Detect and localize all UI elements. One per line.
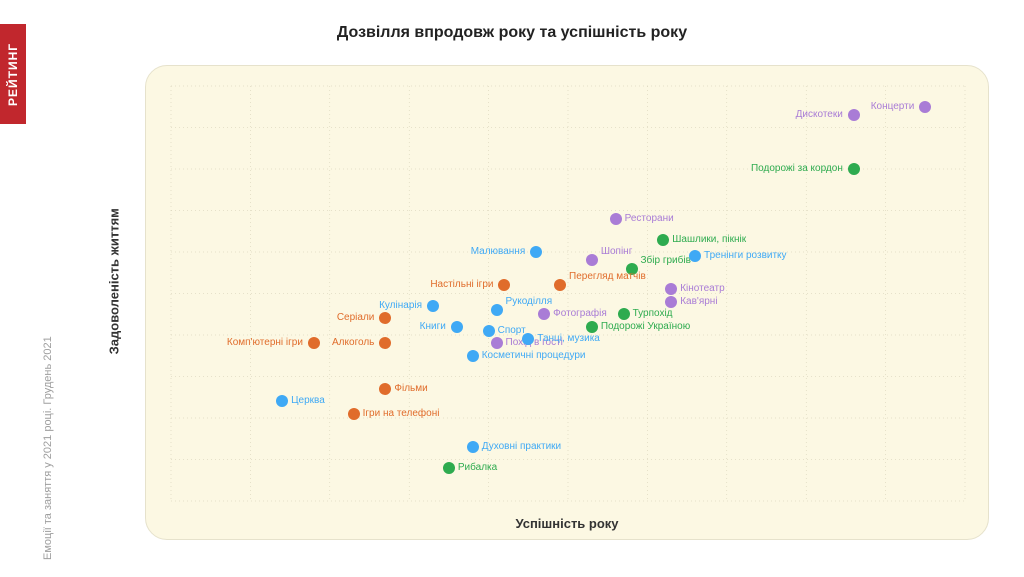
point-label: Серіали bbox=[337, 313, 375, 323]
scatter-point bbox=[443, 462, 455, 474]
scatter-point bbox=[491, 337, 503, 349]
scatter-point bbox=[498, 279, 510, 291]
point-label: Шашлики, пікнік bbox=[672, 235, 746, 245]
scatter-point bbox=[618, 308, 630, 320]
scatter-point bbox=[530, 246, 542, 258]
point-label: Тренінги розвитку bbox=[704, 251, 787, 261]
scatter-point bbox=[379, 312, 391, 324]
scatter-point bbox=[665, 296, 677, 308]
scatter-point bbox=[665, 283, 677, 295]
scatter-point bbox=[276, 395, 288, 407]
point-label: Концерти bbox=[871, 102, 915, 112]
point-label: Комп'ютерні ігри bbox=[227, 338, 303, 348]
point-label: Настільні ігри bbox=[430, 280, 493, 290]
scatter-point bbox=[848, 109, 860, 121]
y-axis-label: Задоволеність життям bbox=[107, 208, 122, 354]
scatter-point bbox=[379, 337, 391, 349]
scatter-plot: Задоволеність життям Успішність року Кон… bbox=[145, 65, 989, 540]
point-label: Духовні практики bbox=[482, 442, 561, 452]
scatter-point bbox=[427, 300, 439, 312]
point-label: Турпохід bbox=[633, 309, 673, 319]
point-label: Подорожі за кордон bbox=[751, 164, 843, 174]
scatter-point bbox=[610, 213, 622, 225]
point-label: Алкоголь bbox=[332, 338, 374, 348]
point-label: Фільми bbox=[394, 384, 427, 394]
point-label: Спорт bbox=[498, 326, 526, 336]
x-axis-label: Успішність року bbox=[146, 516, 988, 531]
point-label: Малювання bbox=[471, 247, 526, 257]
point-label: Фотографія bbox=[553, 309, 607, 319]
point-label: Дискотеки bbox=[796, 110, 843, 120]
scatter-point bbox=[538, 308, 550, 320]
point-label: Кулінарія bbox=[379, 301, 422, 311]
scatter-point bbox=[483, 325, 495, 337]
point-label: Танці, музика bbox=[537, 334, 600, 344]
point-label: Подорожі Україною bbox=[601, 322, 690, 332]
chart-title: Дозвілля впродовж року та успішність рок… bbox=[0, 24, 1024, 42]
scatter-point bbox=[919, 101, 931, 113]
scatter-point bbox=[554, 279, 566, 291]
point-label: Церква bbox=[291, 396, 325, 406]
footer-caption: Емоції та заняття у 2021 році. Грудень 2… bbox=[42, 336, 54, 560]
scatter-point bbox=[657, 234, 669, 246]
point-label: Ресторани bbox=[625, 214, 674, 224]
point-label: Книги bbox=[420, 322, 446, 332]
point-label: Збір грибів bbox=[641, 256, 691, 266]
scatter-point bbox=[491, 304, 503, 316]
scatter-point bbox=[586, 321, 598, 333]
point-label: Ігри на телефоні bbox=[363, 409, 440, 419]
point-label: Косметичні процедури bbox=[482, 351, 586, 361]
scatter-point bbox=[689, 250, 701, 262]
point-label: Шопінг bbox=[601, 247, 633, 257]
point-label: Кінотеатр bbox=[680, 284, 724, 294]
scatter-point bbox=[467, 441, 479, 453]
point-label: Перегляд матчів bbox=[569, 272, 646, 282]
point-label: Рукоділля bbox=[506, 297, 553, 307]
point-label: Кав'ярні bbox=[680, 297, 717, 307]
scatter-point bbox=[451, 321, 463, 333]
scatter-point bbox=[348, 408, 360, 420]
scatter-point bbox=[522, 333, 534, 345]
scatter-point bbox=[308, 337, 320, 349]
point-label: Рибалка bbox=[458, 463, 497, 473]
scatter-point bbox=[467, 350, 479, 362]
scatter-point bbox=[586, 254, 598, 266]
scatter-point bbox=[379, 383, 391, 395]
scatter-point bbox=[848, 163, 860, 175]
